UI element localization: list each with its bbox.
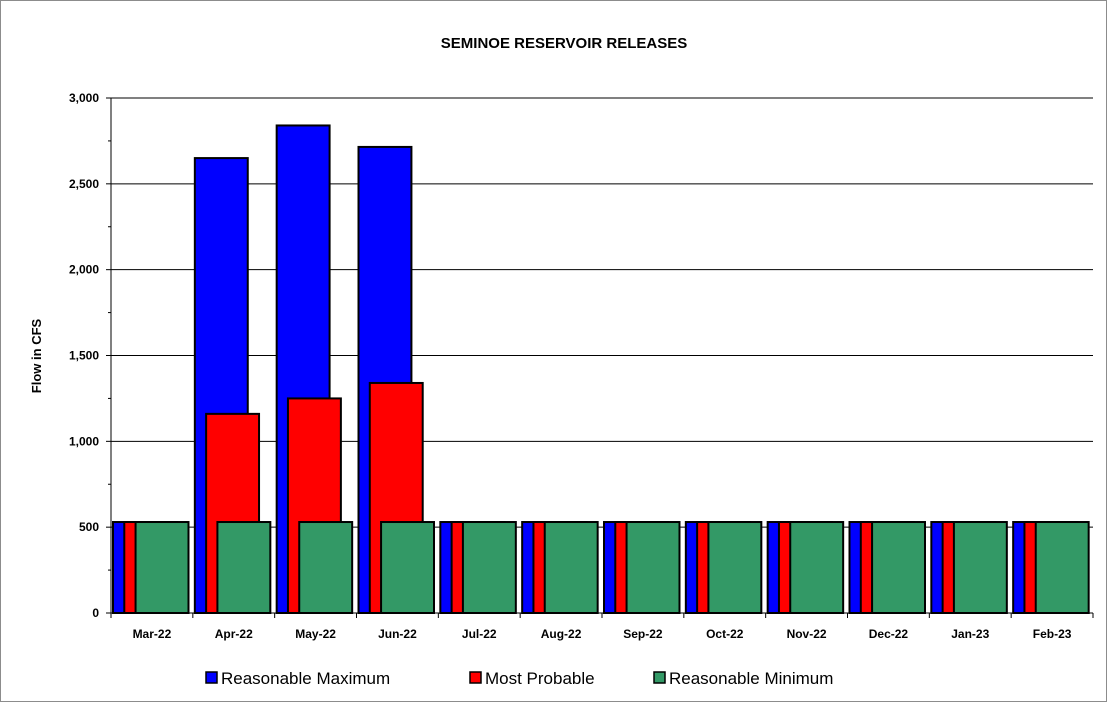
x-tick-label: Dec-22 xyxy=(869,627,909,641)
bar-reasonable-minimum xyxy=(298,521,354,614)
bar-reasonable-minimum xyxy=(707,521,763,614)
x-tick-label: Aug-22 xyxy=(541,627,582,641)
legend-item-most-probable: Most Probable xyxy=(469,669,595,688)
legend: Reasonable Maximum Most Probable Reasonabl… xyxy=(205,669,833,688)
bar-reasonable-minimum xyxy=(380,521,435,614)
x-tick-label: Sep-22 xyxy=(623,627,663,641)
x-tick-label: Jan-23 xyxy=(951,627,989,641)
legend-item-reasonable-maximum: Reasonable Maximum xyxy=(205,669,390,688)
bar-reasonable-minimum xyxy=(1034,521,1090,614)
bar-reasonable-minimum xyxy=(789,521,845,614)
legend-item-reasonable-minimum: Reasonable Minimum xyxy=(653,669,833,688)
x-tick-label: May-22 xyxy=(295,627,336,641)
legend-label: Reasonable Minimum xyxy=(669,669,833,688)
bar-reasonable-minimum xyxy=(952,521,1008,614)
y-tick-label: 0 xyxy=(92,606,99,620)
bar-reasonable-minimum xyxy=(216,521,272,614)
legend-swatch xyxy=(205,671,218,684)
x-tick-label: Nov-22 xyxy=(787,627,827,641)
bar-reasonable-minimum xyxy=(461,521,517,614)
bars xyxy=(112,124,1090,615)
gridlines xyxy=(111,97,1093,528)
x-tick-label: Jul-22 xyxy=(462,627,497,641)
chart-title: SEMINOE RESERVOIR RELEASES xyxy=(441,35,687,52)
y-tick-label: 2,500 xyxy=(69,177,99,191)
legend-swatch xyxy=(469,671,482,684)
axes xyxy=(106,97,1094,618)
x-tick-label: Jun-22 xyxy=(378,627,417,641)
bar-reasonable-minimum xyxy=(134,521,190,614)
x-tick-label: Feb-23 xyxy=(1033,627,1072,641)
x-tick-label: Mar-22 xyxy=(133,627,172,641)
y-axis-label: Flow in CFS xyxy=(29,318,44,393)
bar-reasonable-minimum xyxy=(625,521,681,614)
y-tick-label: 1,000 xyxy=(69,434,99,448)
y-tick-label: 500 xyxy=(79,520,99,534)
y-tick-label: 3,000 xyxy=(69,91,99,105)
tick-labels: 0 500 1,000 1,500 2,000 2,500 3,000 Mar-22 Apr-2… xyxy=(69,91,1072,641)
bar-reasonable-minimum xyxy=(543,521,599,614)
legend-swatch xyxy=(653,671,666,684)
x-tick-label: Apr-22 xyxy=(215,627,253,641)
legend-label: Reasonable Maximum xyxy=(221,669,390,688)
y-tick-label: 1,500 xyxy=(69,349,99,363)
x-tick-label: Oct-22 xyxy=(706,627,744,641)
legend-label: Most Probable xyxy=(485,669,595,688)
bar-reasonable-minimum xyxy=(871,521,926,614)
y-tick-label: 2,000 xyxy=(69,263,99,277)
